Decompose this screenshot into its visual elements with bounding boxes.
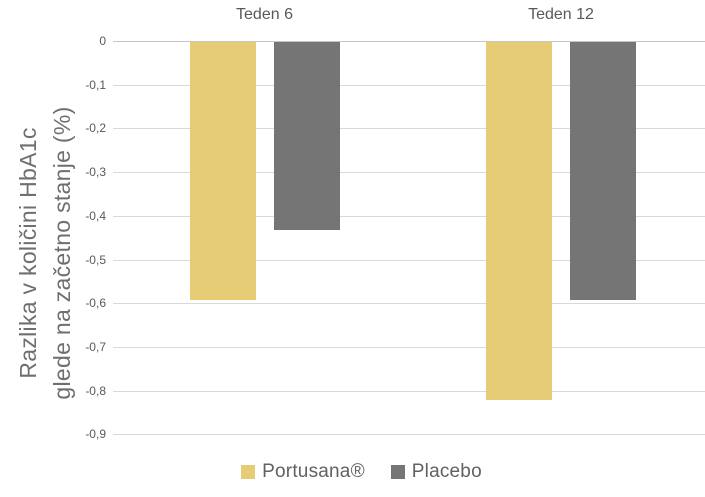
y-tick-label: -0,9	[85, 427, 106, 441]
legend-swatch-icon	[390, 465, 405, 479]
gridline	[113, 128, 705, 129]
y-tick-label: -0,6	[85, 296, 106, 310]
y-tick-label: -0,5	[85, 253, 106, 267]
y-tick-label: -0,1	[85, 78, 106, 92]
y-tick-label: -0,3	[85, 165, 106, 179]
bar-portusana-teden-6	[190, 42, 256, 300]
y-tick-label: 0	[99, 34, 106, 48]
legend-label: Placebo	[411, 461, 482, 482]
category-label: Teden 12	[528, 6, 594, 23]
legend-swatch-icon	[241, 465, 256, 479]
y-tick-label: -0,7	[85, 340, 106, 354]
gridline	[113, 434, 705, 435]
gridline	[113, 347, 705, 348]
gridline	[113, 172, 705, 173]
y-tick-label: -0,2	[85, 121, 106, 135]
gridline	[113, 85, 705, 86]
gridline	[113, 216, 705, 217]
zero-axis-line	[113, 41, 705, 42]
category-label: Teden 6	[236, 6, 293, 23]
legend-label: Portusana®	[262, 461, 365, 482]
y-tick-label: -0,8	[85, 384, 106, 398]
bar-placebo-teden-12	[570, 42, 636, 300]
gridline	[113, 391, 705, 392]
bar-portusana-teden-12	[486, 42, 552, 400]
bar-placebo-teden-6	[274, 42, 340, 230]
legend: Portusana® Placebo	[9, 461, 705, 483]
gridline	[113, 260, 705, 261]
legend-item-portusana: Portusana®	[241, 461, 365, 483]
legend-item-placebo: Placebo	[390, 461, 482, 483]
y-axis-title-line1: Razlika v količini HbA1c	[15, 127, 41, 379]
gridline	[113, 303, 705, 304]
y-tick-label: -0,4	[85, 209, 106, 223]
